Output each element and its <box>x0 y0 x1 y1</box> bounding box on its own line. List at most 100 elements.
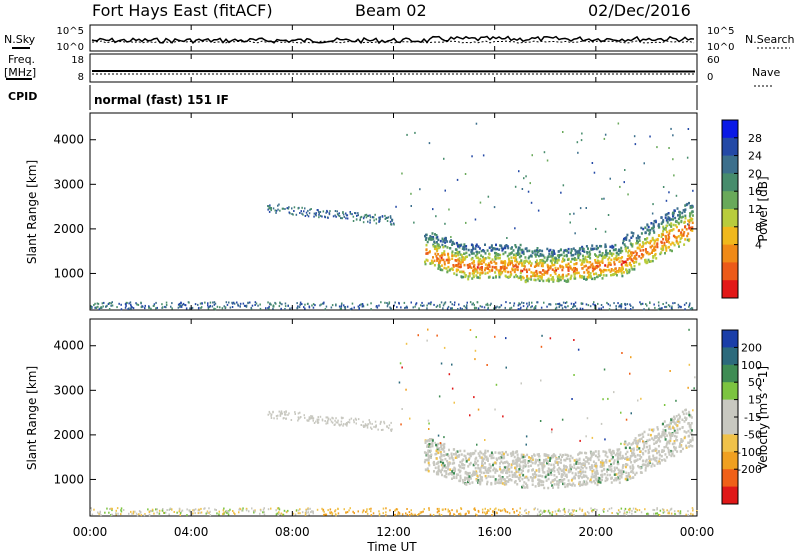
power-point-221 <box>214 302 217 305</box>
velocity-point-53 <box>547 510 550 513</box>
velocity-point-116 <box>464 513 467 516</box>
power-point-2017 <box>309 208 311 211</box>
velocity-point-332 <box>678 511 681 514</box>
power-point-1523 <box>483 257 485 260</box>
power-point-1856 <box>542 259 545 262</box>
power-point-487 <box>90 306 93 309</box>
power-point-1145 <box>652 229 655 232</box>
velocity-point-45 <box>573 509 575 512</box>
power-point-1917 <box>315 212 317 215</box>
velocity-point-1875 <box>619 451 622 454</box>
power-point-1224 <box>583 260 586 264</box>
velocity-point-1980 <box>382 428 384 431</box>
velocity-point-1381 <box>452 475 455 478</box>
power-point-1652 <box>661 221 664 224</box>
power-point-734 <box>494 271 497 274</box>
power-point-433 <box>340 305 343 308</box>
velocity-point-730 <box>427 459 430 462</box>
velocity-point-1671 <box>537 474 540 478</box>
velocity-point-1573 <box>447 464 450 467</box>
velocity-point-1692 <box>445 470 448 473</box>
power-point-1934 <box>351 213 353 216</box>
power-point-64 <box>132 307 135 310</box>
velocity-point-486 <box>586 511 589 513</box>
power-point-1009 <box>429 235 432 238</box>
power-point-1588 <box>544 270 547 273</box>
power-point-963 <box>644 241 647 245</box>
power-point-2034 <box>304 207 306 210</box>
power-point-297 <box>689 302 691 305</box>
power-point-1226 <box>545 279 548 282</box>
power-point-2093 <box>574 232 576 235</box>
velocity-point-447 <box>449 513 451 516</box>
velocity-point-136 <box>192 509 194 512</box>
power-point-953 <box>628 271 631 274</box>
power-point-1531 <box>501 249 504 252</box>
velocity-point-2054 <box>311 415 314 418</box>
power-point-1103 <box>440 256 443 260</box>
velocity-point-798 <box>660 454 663 458</box>
power-point-1728 <box>535 259 538 262</box>
power-point-159 <box>653 303 655 306</box>
power-point-476 <box>338 305 341 308</box>
velocity-point-1464 <box>494 451 497 454</box>
power-point-1817 <box>470 250 473 254</box>
velocity-point-1625 <box>651 462 654 466</box>
velocity-point-613 <box>652 438 655 442</box>
power-point-1806 <box>447 252 450 256</box>
velocity-point-148 <box>204 507 206 510</box>
velocity-point-1264 <box>426 443 429 447</box>
power-point-1887 <box>625 268 627 271</box>
power-point-1484 <box>528 249 531 253</box>
velocity-point-665 <box>648 457 651 460</box>
velocity-point-2056 <box>285 410 287 413</box>
power-colorbar-swatch-8 <box>722 262 738 281</box>
power-point-259 <box>184 304 187 307</box>
velocity-point-1663 <box>688 435 690 438</box>
velocity-point-1978 <box>344 423 347 426</box>
velocity-point-1491 <box>481 479 484 482</box>
velocity-point-1037 <box>446 459 449 463</box>
power-point-364 <box>565 306 567 309</box>
velocity-point-534 <box>515 470 518 473</box>
power-point-1122 <box>549 259 552 263</box>
power-point-1371 <box>689 206 692 209</box>
power-point-1616 <box>556 258 559 262</box>
velocity-point-1513 <box>443 474 446 478</box>
velocity-point-1363 <box>444 453 447 456</box>
nsearch-ytick-top: 10^5 <box>707 26 734 37</box>
velocity-point-2094 <box>573 374 575 376</box>
velocity-point-1598 <box>564 485 567 489</box>
velocity-point-834 <box>631 442 634 445</box>
power-point-392 <box>188 301 190 304</box>
power-point-723 <box>539 254 542 257</box>
velocity-point-2002 <box>362 420 364 423</box>
power-point-1591 <box>490 261 493 264</box>
velocity-point-1597 <box>681 418 684 421</box>
power-point-1883 <box>596 275 598 279</box>
velocity-point-1946 <box>353 419 355 422</box>
velocity-point-2119 <box>613 391 615 394</box>
velocity-point-649 <box>601 473 604 476</box>
power-point-825 <box>562 275 565 279</box>
power-point-1393 <box>627 251 630 254</box>
power-point-1859 <box>570 254 573 257</box>
velocity-point-863 <box>645 442 648 445</box>
velocity-point-1948 <box>312 417 315 420</box>
power-ytick-label-0: 1000 <box>53 266 84 280</box>
time-tick-label-0: 00:00 <box>73 525 108 539</box>
velocity-point-1788 <box>636 445 639 448</box>
power-point-1140 <box>457 268 460 272</box>
velocity-point-81 <box>659 509 662 512</box>
power-point-2111 <box>406 133 408 136</box>
velocity-point-0 <box>484 507 486 510</box>
power-point-2079 <box>514 227 516 230</box>
power-point-524 <box>674 235 676 239</box>
power-point-1398 <box>626 270 628 273</box>
velocity-point-1382 <box>469 454 472 457</box>
power-point-447 <box>331 304 334 307</box>
velocity-point-2064 <box>669 370 671 372</box>
velocity-point-12 <box>563 509 566 512</box>
velocity-point-1582 <box>577 453 580 456</box>
velocity-point-1942 <box>283 411 286 414</box>
